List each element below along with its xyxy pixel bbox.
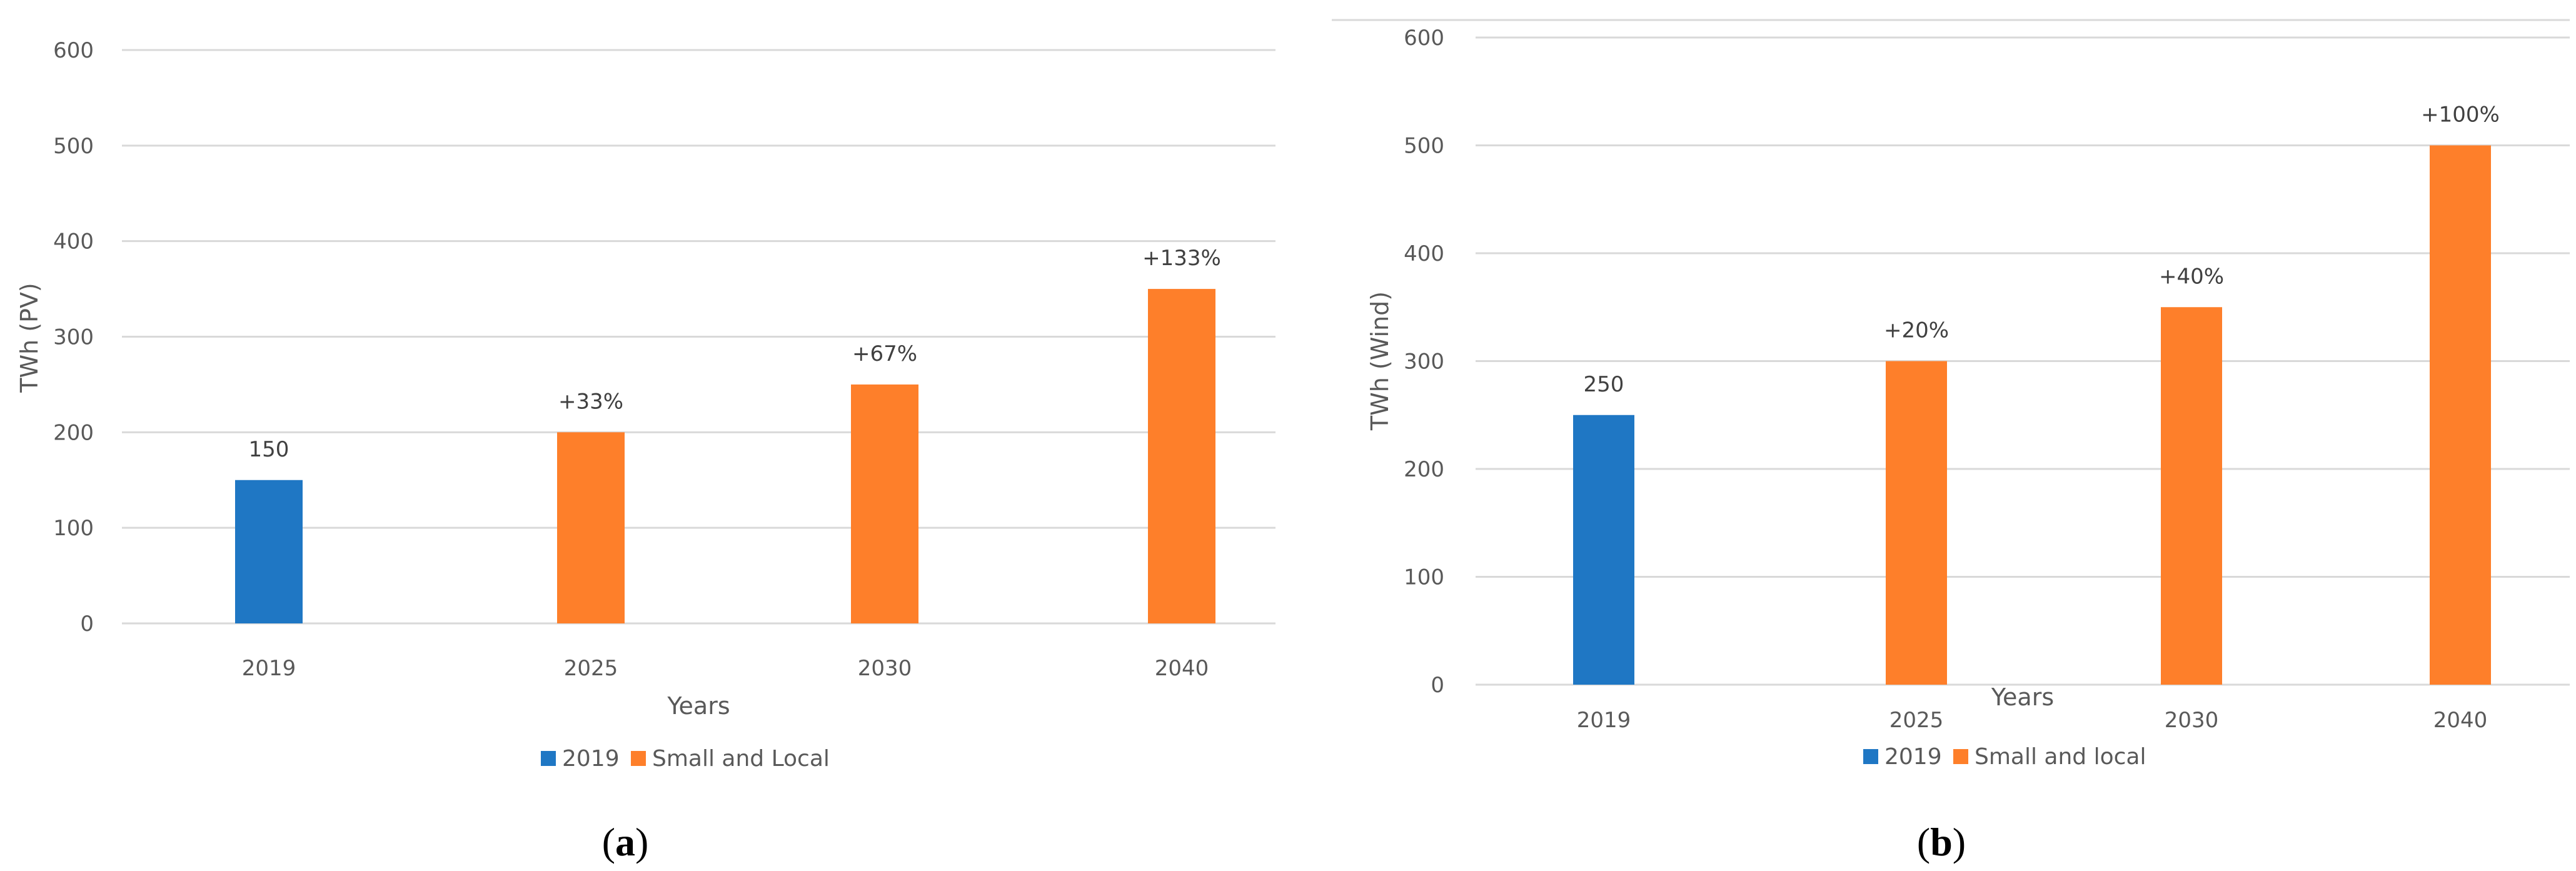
panel-label-b-letter: b: [1930, 820, 1953, 864]
panel-a-ylabel: TWh (PV): [16, 283, 43, 393]
panel-b-ytick-label: 0: [1431, 673, 1444, 698]
panel-b-xlabel: Years: [1991, 683, 2054, 711]
panel-label-a: (a): [602, 820, 649, 864]
panel-a-ytick-label: 200: [53, 420, 94, 445]
panel-b-legend-label: 2019: [1884, 744, 1942, 770]
panel-b-bar-2040: [2430, 145, 2491, 685]
panel-b-ytick-label: 500: [1404, 134, 1444, 159]
panel-b-ytick-label: 100: [1404, 565, 1444, 590]
panel-b-data-label-2030: +40%: [2159, 264, 2224, 289]
panel-b-legend-swatch: [1863, 749, 1878, 764]
panel-a-legend-label: Small and Local: [652, 746, 830, 772]
panel-a-data-label-2025: +33%: [558, 389, 623, 414]
panel-b-ytick-label: 600: [1404, 26, 1444, 51]
panel-b-data-label-2019: 250: [1584, 372, 1624, 397]
panel-a-ytick-label: 500: [53, 134, 94, 159]
panel-a-bar-2019: [235, 480, 303, 623]
panel-label-a-letter: a: [615, 820, 635, 864]
panel-a-xtick-label: 2040: [1155, 656, 1209, 681]
panel-a-legend-swatch: [631, 751, 646, 766]
panel-a-data-label-2030: +67%: [852, 341, 917, 366]
chart-panel-a: 0 100 200 300 400 500 600 TWh (PV) Years 2019 2025…: [16, 38, 1275, 772]
panel-a-ytick-label: 400: [53, 229, 94, 254]
panel-a-xtick-label: 2019: [242, 656, 296, 681]
panel-b-ytick-label: 300: [1404, 350, 1444, 375]
panel-a-data-label-2019: 150: [249, 437, 289, 462]
panel-b-xtick-label: 2030: [2165, 708, 2219, 733]
panel-a-bar-2030: [851, 384, 918, 623]
panel-a-ytick-label: 300: [53, 325, 94, 350]
panel-b-bar-2030: [2161, 307, 2222, 685]
panel-b-data-label-2040: +100%: [2421, 103, 2500, 128]
panel-b-ylabel: TWh (Wind): [1366, 291, 1394, 431]
panel-b-data-label-2025: +20%: [1884, 318, 1949, 343]
panel-b-ytick-label: 200: [1404, 457, 1444, 482]
panel-a-ytick-label: 100: [53, 516, 94, 541]
panel-a-legend-swatch: [541, 751, 556, 766]
panel-b-bar-2025: [1886, 361, 1947, 685]
panel-b-legend-label: Small and local: [1975, 744, 2146, 770]
panel-b-xtick-label: 2040: [2433, 708, 2488, 733]
panel-label-b: (b): [1917, 820, 1966, 864]
panel-b-bar-2019: [1573, 415, 1634, 685]
panel-b-ytick-label: 400: [1404, 241, 1444, 266]
panel-a-xlabel: Years: [667, 692, 730, 720]
chart-panel-b: 0 100 200 300 400 500 600 TWh (Wind) Years 2019 20…: [1366, 26, 2570, 770]
panel-a-bar-2025: [557, 432, 625, 623]
panel-a-data-label-2040: +133%: [1142, 246, 1221, 271]
panel-b-xtick-label: 2025: [1889, 708, 1944, 733]
panel-b-xtick-label: 2019: [1577, 708, 1631, 733]
panel-a-legend-label: 2019: [562, 746, 620, 772]
panel-a-ytick-label: 0: [80, 612, 94, 637]
panel-b-legend-swatch: [1953, 749, 1968, 764]
panel-a-xtick-label: 2030: [858, 656, 912, 681]
panel-a-bar-2040: [1148, 289, 1215, 623]
panel-a-ytick-label: 600: [53, 38, 94, 63]
panel-a-xtick-label: 2025: [564, 656, 618, 681]
